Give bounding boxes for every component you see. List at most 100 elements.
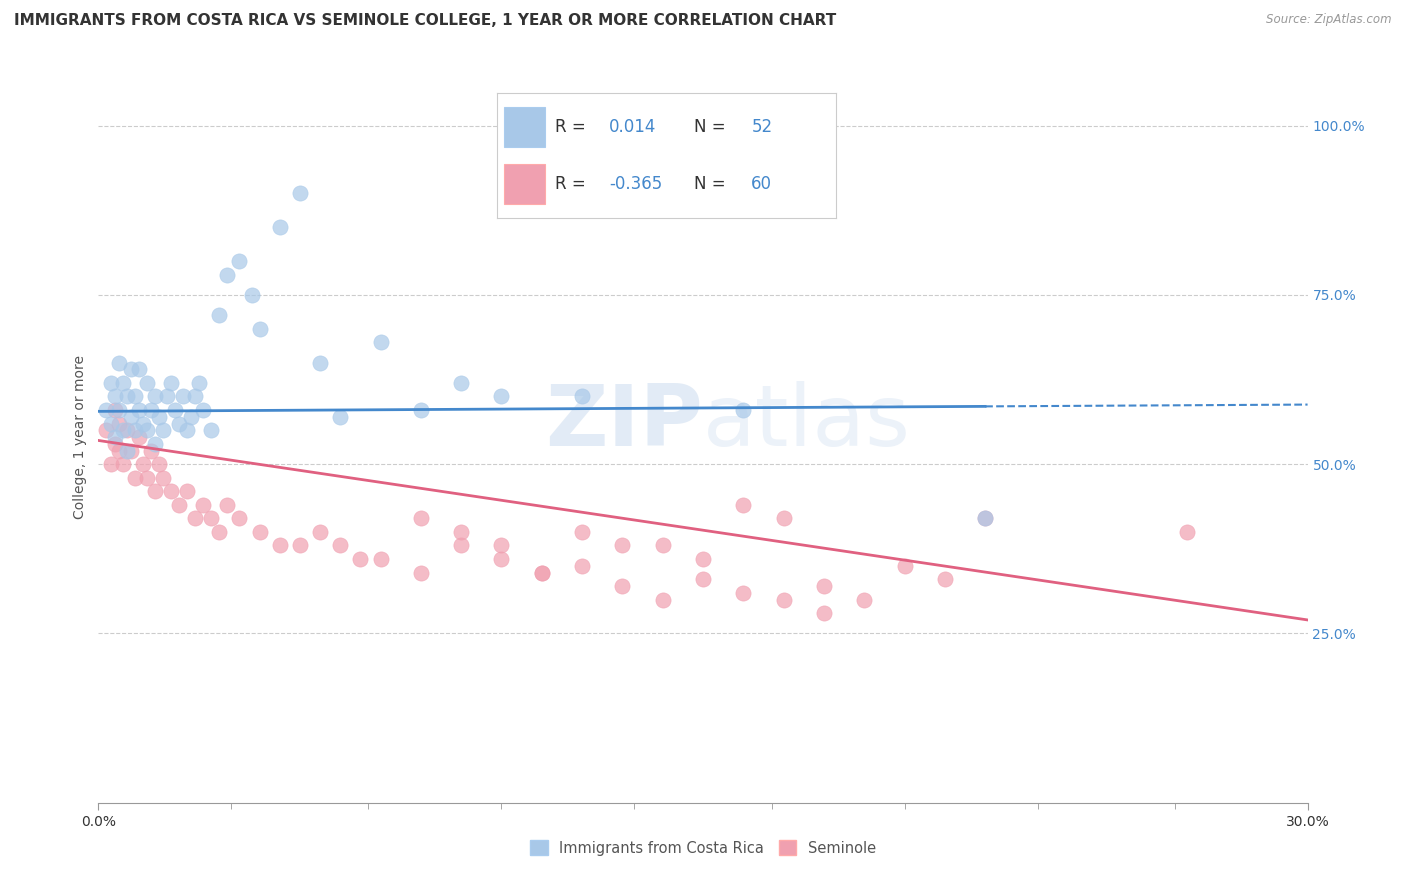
Point xyxy=(148,457,170,471)
Point xyxy=(124,471,146,485)
Point xyxy=(132,417,155,431)
Point xyxy=(530,566,553,580)
Point xyxy=(240,288,263,302)
Point xyxy=(491,389,513,403)
Point xyxy=(269,220,291,235)
Point xyxy=(491,552,513,566)
Point xyxy=(124,389,146,403)
Point xyxy=(813,606,835,620)
Point xyxy=(269,538,291,552)
Text: IMMIGRANTS FROM COSTA RICA VS SEMINOLE COLLEGE, 1 YEAR OR MORE CORRELATION CHART: IMMIGRANTS FROM COSTA RICA VS SEMINOLE C… xyxy=(14,13,837,29)
Point xyxy=(103,403,125,417)
Point xyxy=(176,484,198,499)
Point xyxy=(772,592,794,607)
Point xyxy=(128,362,150,376)
Point xyxy=(249,322,271,336)
Point xyxy=(208,524,231,539)
Point xyxy=(772,511,794,525)
Point xyxy=(217,268,239,282)
Point xyxy=(200,423,222,437)
Point xyxy=(100,417,122,431)
Point xyxy=(184,389,207,403)
Point xyxy=(172,389,194,403)
Point xyxy=(160,484,183,499)
Point xyxy=(135,471,157,485)
Point xyxy=(188,376,211,390)
Point xyxy=(571,389,593,403)
Point xyxy=(571,558,593,573)
Point xyxy=(409,403,432,417)
Point xyxy=(120,362,142,376)
Point xyxy=(124,423,146,437)
Point xyxy=(733,498,755,512)
Point xyxy=(120,443,142,458)
Point xyxy=(96,403,118,417)
Point xyxy=(143,389,166,403)
Point xyxy=(217,498,239,512)
Point xyxy=(228,254,250,268)
Point xyxy=(193,403,215,417)
Point xyxy=(813,579,835,593)
Point xyxy=(156,389,179,403)
Point xyxy=(530,566,553,580)
Point xyxy=(450,538,472,552)
Text: Source: ZipAtlas.com: Source: ZipAtlas.com xyxy=(1267,13,1392,27)
Point xyxy=(180,409,202,424)
Point xyxy=(200,511,222,525)
Point xyxy=(115,389,138,403)
Point xyxy=(409,511,432,525)
Point xyxy=(450,376,472,390)
Point xyxy=(100,457,122,471)
Point xyxy=(974,511,997,525)
Point xyxy=(111,376,134,390)
Point xyxy=(139,443,162,458)
Point xyxy=(288,538,311,552)
Point xyxy=(491,538,513,552)
Point xyxy=(184,511,207,525)
Point xyxy=(612,579,634,593)
Point xyxy=(329,538,352,552)
Point xyxy=(103,389,125,403)
Point xyxy=(107,355,129,369)
Point xyxy=(135,376,157,390)
Point xyxy=(934,572,956,586)
Point xyxy=(193,498,215,512)
Point xyxy=(132,457,155,471)
Point xyxy=(143,484,166,499)
Point xyxy=(176,423,198,437)
Point xyxy=(148,409,170,424)
Point xyxy=(111,423,134,437)
Point xyxy=(612,538,634,552)
Point xyxy=(733,586,755,600)
Text: ZIP: ZIP xyxy=(546,381,703,464)
Point xyxy=(309,524,332,539)
Y-axis label: College, 1 year or more: College, 1 year or more xyxy=(73,355,87,519)
Point xyxy=(571,524,593,539)
Point xyxy=(288,186,311,201)
Point xyxy=(152,471,174,485)
Point xyxy=(329,409,352,424)
Point xyxy=(692,572,714,586)
Point xyxy=(100,376,122,390)
Point xyxy=(349,552,371,566)
Point xyxy=(651,538,673,552)
Point xyxy=(733,403,755,417)
Point xyxy=(135,423,157,437)
Point xyxy=(107,443,129,458)
Point xyxy=(143,437,166,451)
Point xyxy=(370,552,392,566)
Point xyxy=(103,437,125,451)
Point xyxy=(103,430,125,444)
Point xyxy=(128,430,150,444)
Point xyxy=(107,417,129,431)
Point xyxy=(167,498,190,512)
Point xyxy=(128,403,150,417)
Point xyxy=(139,403,162,417)
Point xyxy=(853,592,876,607)
Point xyxy=(160,376,183,390)
Point xyxy=(208,308,231,322)
Point xyxy=(1175,524,1198,539)
Point xyxy=(249,524,271,539)
Point xyxy=(651,592,673,607)
Point xyxy=(152,423,174,437)
